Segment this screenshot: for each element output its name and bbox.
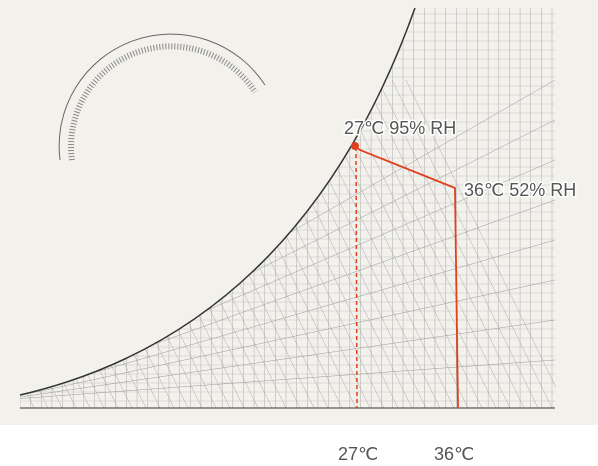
page: -5-4-3-2-1012345678910111213141516171819… (0, 0, 598, 466)
end-label: 36℃ 52% RH (464, 180, 576, 200)
state-point (351, 142, 359, 150)
point-label: 27℃ 95% RH (344, 118, 456, 138)
chart-scan (0, 0, 598, 425)
x-label: 36℃ (434, 444, 474, 464)
x-label: 27℃ (338, 444, 378, 464)
